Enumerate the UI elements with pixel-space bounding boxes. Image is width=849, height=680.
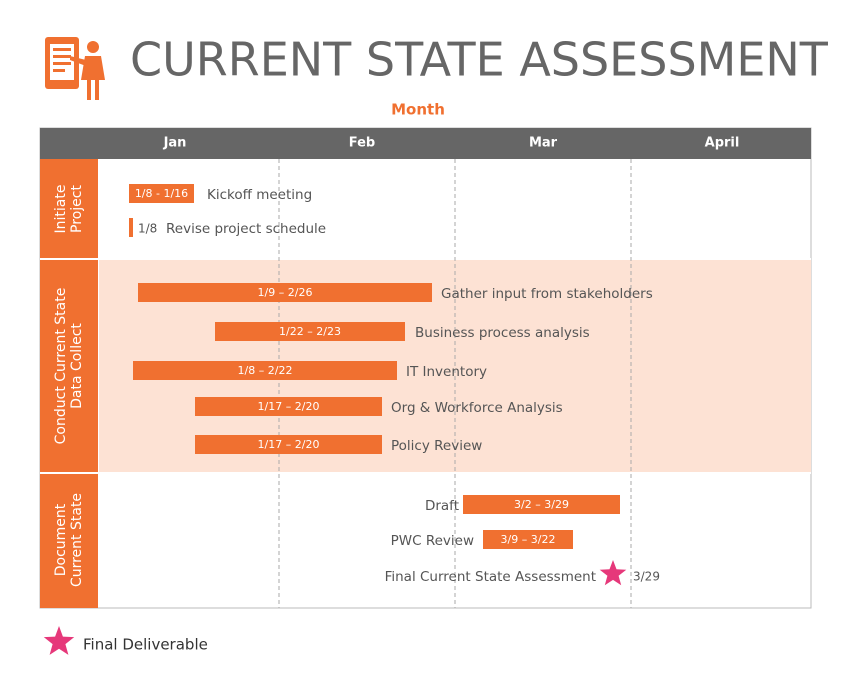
task-bar bbox=[138, 283, 432, 302]
month-label: Mar bbox=[529, 136, 558, 151]
task-name: IT Inventory bbox=[406, 364, 487, 380]
task-bar bbox=[463, 495, 620, 514]
task-bar bbox=[483, 530, 573, 549]
deliverable-star bbox=[599, 560, 627, 586]
month-label: Jan bbox=[163, 136, 187, 151]
task-dates: 1/22 – 2/23 bbox=[279, 325, 341, 338]
task-dates: 1/17 – 2/20 bbox=[258, 400, 320, 413]
phase-label: Conduct Current State bbox=[53, 288, 69, 445]
task-dates: 3/9 – 3/22 bbox=[501, 533, 556, 546]
task-name: Policy Review bbox=[391, 438, 482, 454]
task-dates: 3/2 – 3/29 bbox=[514, 498, 569, 511]
task-name: Gather input from stakeholders bbox=[441, 286, 653, 302]
month-label: April bbox=[705, 136, 740, 151]
task-name: Business process analysis bbox=[415, 325, 590, 341]
icon bbox=[45, 37, 105, 100]
phase-label: Project bbox=[69, 185, 85, 233]
phase-label: Document bbox=[53, 503, 69, 576]
task-bar bbox=[133, 361, 397, 380]
legend-label: Final Deliverable bbox=[83, 636, 208, 654]
task-bar bbox=[129, 184, 194, 203]
task-dates: 1/8 – 2/22 bbox=[238, 364, 293, 377]
task-dates: 1/17 – 2/20 bbox=[258, 438, 320, 451]
task-dates: 1/9 – 2/26 bbox=[258, 286, 313, 299]
axis-label: Month bbox=[391, 101, 445, 119]
task-name: Revise project schedule bbox=[166, 221, 326, 237]
task-bar bbox=[195, 435, 382, 454]
phase-label: Current State bbox=[69, 493, 85, 587]
month-label: Feb bbox=[349, 136, 375, 151]
task-bar bbox=[215, 322, 405, 341]
task-name: Draft bbox=[425, 498, 459, 514]
legend-star bbox=[43, 626, 75, 655]
task-dates: 3/29 bbox=[633, 570, 660, 584]
task-name: Final Current State Assessment bbox=[385, 569, 596, 585]
task-name: Org & Workforce Analysis bbox=[391, 400, 563, 416]
title: CURRENT STATE ASSESSMENT bbox=[130, 33, 829, 87]
phase-label: Initiate bbox=[53, 185, 69, 234]
task-name: PWC Review bbox=[391, 533, 474, 549]
task-bar bbox=[195, 397, 382, 416]
task-dates: 1/8 - 1/16 bbox=[135, 187, 188, 200]
task-name: Kickoff meeting bbox=[207, 187, 312, 203]
task-dates: 1/8 bbox=[138, 222, 157, 236]
phase-label: Data Collect bbox=[69, 323, 85, 409]
task-bar bbox=[129, 218, 133, 237]
